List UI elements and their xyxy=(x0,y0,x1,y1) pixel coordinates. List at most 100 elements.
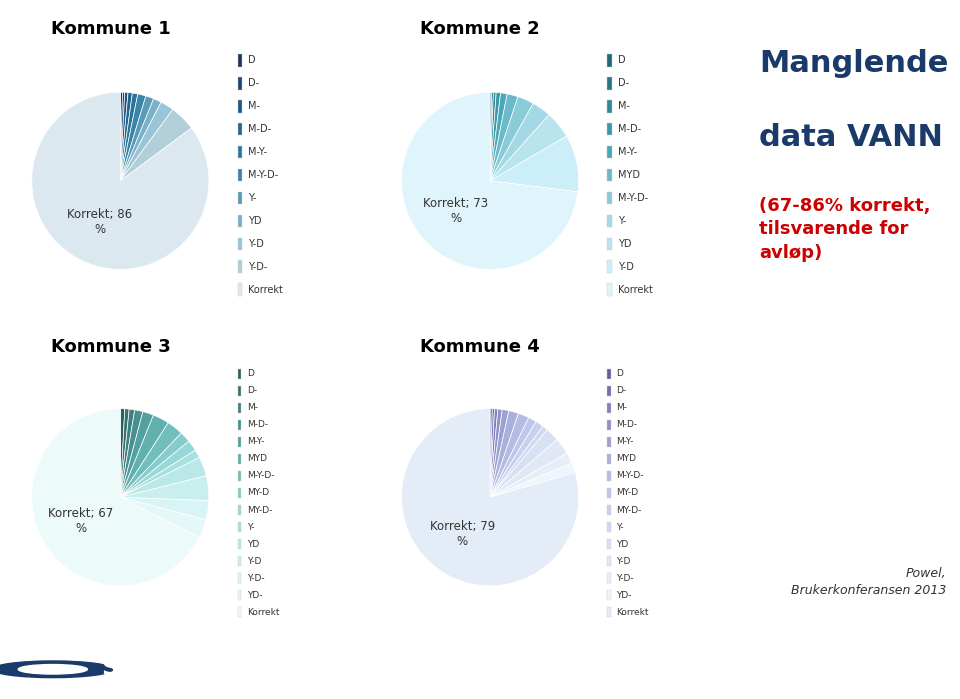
Text: D-: D- xyxy=(248,78,259,88)
Text: D: D xyxy=(248,55,255,66)
Wedge shape xyxy=(490,409,494,497)
Bar xyxy=(237,573,241,583)
Bar xyxy=(608,591,611,600)
Wedge shape xyxy=(401,409,579,586)
Text: Kommune 2: Kommune 2 xyxy=(420,20,540,38)
Wedge shape xyxy=(32,409,200,586)
Text: Powel,
Brukerkonferansen 2013: Powel, Brukerkonferansen 2013 xyxy=(791,568,947,598)
Text: MY-D-: MY-D- xyxy=(616,505,642,514)
Bar xyxy=(608,369,611,379)
Wedge shape xyxy=(490,93,507,181)
Wedge shape xyxy=(490,411,518,497)
Wedge shape xyxy=(120,99,161,181)
Wedge shape xyxy=(120,423,181,497)
Text: M-D-: M-D- xyxy=(617,124,640,134)
Text: Korrekt; 86
%: Korrekt; 86 % xyxy=(67,208,132,236)
Bar xyxy=(237,540,241,549)
Text: Korrekt; 79
%: Korrekt; 79 % xyxy=(430,520,495,548)
Bar xyxy=(237,489,241,498)
Bar xyxy=(237,403,241,412)
Bar xyxy=(237,607,241,617)
Bar xyxy=(237,505,241,514)
Text: YD-: YD- xyxy=(616,591,632,600)
Wedge shape xyxy=(120,433,189,497)
Wedge shape xyxy=(120,94,146,181)
Wedge shape xyxy=(490,94,518,181)
Bar xyxy=(237,591,241,600)
Text: Kommune 1: Kommune 1 xyxy=(51,20,170,38)
Text: Korrekt: Korrekt xyxy=(617,284,653,295)
Text: SINTEF: SINTEF xyxy=(101,656,195,680)
Wedge shape xyxy=(490,409,502,497)
Text: M-Y-D-: M-Y-D- xyxy=(247,472,275,480)
Wedge shape xyxy=(120,412,154,497)
Wedge shape xyxy=(490,103,549,181)
Text: Y-D-: Y-D- xyxy=(616,574,634,582)
Wedge shape xyxy=(490,136,579,192)
Bar xyxy=(608,607,611,617)
Bar xyxy=(237,261,242,273)
Wedge shape xyxy=(490,413,529,497)
Text: M-D-: M-D- xyxy=(247,420,268,429)
Wedge shape xyxy=(120,409,130,497)
Text: Kommune 4: Kommune 4 xyxy=(420,338,540,356)
Text: Korrekt; 67
%: Korrekt; 67 % xyxy=(48,507,113,535)
Text: MYD: MYD xyxy=(247,454,267,463)
Text: (67-86% korrekt,
tilsvarende for
avløp): (67-86% korrekt, tilsvarende for avløp) xyxy=(759,196,930,262)
Wedge shape xyxy=(120,92,128,181)
Wedge shape xyxy=(120,110,191,181)
Wedge shape xyxy=(490,440,566,497)
Bar xyxy=(237,283,242,296)
Text: Y-D-: Y-D- xyxy=(248,262,267,272)
Text: M-Y-: M-Y- xyxy=(616,438,634,447)
Wedge shape xyxy=(120,92,123,181)
Bar xyxy=(237,192,242,204)
Wedge shape xyxy=(401,92,578,269)
Text: Teknologi for et bedre samfunn: Teknologi for et bedre samfunn xyxy=(346,662,614,677)
Bar xyxy=(608,573,611,583)
Text: M-: M- xyxy=(617,101,630,111)
Bar xyxy=(237,168,242,181)
Wedge shape xyxy=(120,476,209,500)
Text: Y-D: Y-D xyxy=(247,556,261,565)
Text: D: D xyxy=(617,55,625,66)
Text: Y-: Y- xyxy=(248,193,256,203)
Wedge shape xyxy=(32,92,209,269)
Bar xyxy=(237,100,242,113)
Text: data VANN: data VANN xyxy=(759,123,943,152)
Text: D: D xyxy=(247,369,253,378)
Bar xyxy=(608,420,611,430)
Text: MYD: MYD xyxy=(616,454,636,463)
Bar xyxy=(608,454,611,463)
Wedge shape xyxy=(120,441,196,497)
Bar xyxy=(608,146,612,159)
Text: MY-D-: MY-D- xyxy=(247,505,272,514)
Wedge shape xyxy=(490,92,492,181)
Wedge shape xyxy=(490,409,498,497)
Wedge shape xyxy=(120,92,132,181)
Text: D-: D- xyxy=(247,387,257,396)
Bar xyxy=(237,420,241,430)
Text: D-: D- xyxy=(616,387,627,396)
Bar xyxy=(237,123,242,136)
Text: M-: M- xyxy=(248,101,260,111)
Text: MY-D: MY-D xyxy=(247,489,269,498)
Text: YD-: YD- xyxy=(247,591,262,600)
Text: Manglende: Manglende xyxy=(759,49,948,78)
Text: Korrekt: Korrekt xyxy=(247,607,279,617)
Bar xyxy=(608,77,612,89)
Wedge shape xyxy=(490,92,493,181)
Bar xyxy=(237,522,241,532)
Text: YD: YD xyxy=(247,540,259,549)
Bar xyxy=(608,192,612,204)
Bar xyxy=(608,238,612,250)
Bar xyxy=(608,100,612,113)
Wedge shape xyxy=(490,409,492,497)
Ellipse shape xyxy=(18,665,87,674)
Bar xyxy=(237,438,241,447)
Text: M-Y-: M-Y- xyxy=(248,147,267,157)
Text: YD: YD xyxy=(248,216,261,226)
Text: M-Y-D-: M-Y-D- xyxy=(616,472,644,480)
Bar xyxy=(608,556,611,565)
Text: M-Y-: M-Y- xyxy=(617,147,636,157)
